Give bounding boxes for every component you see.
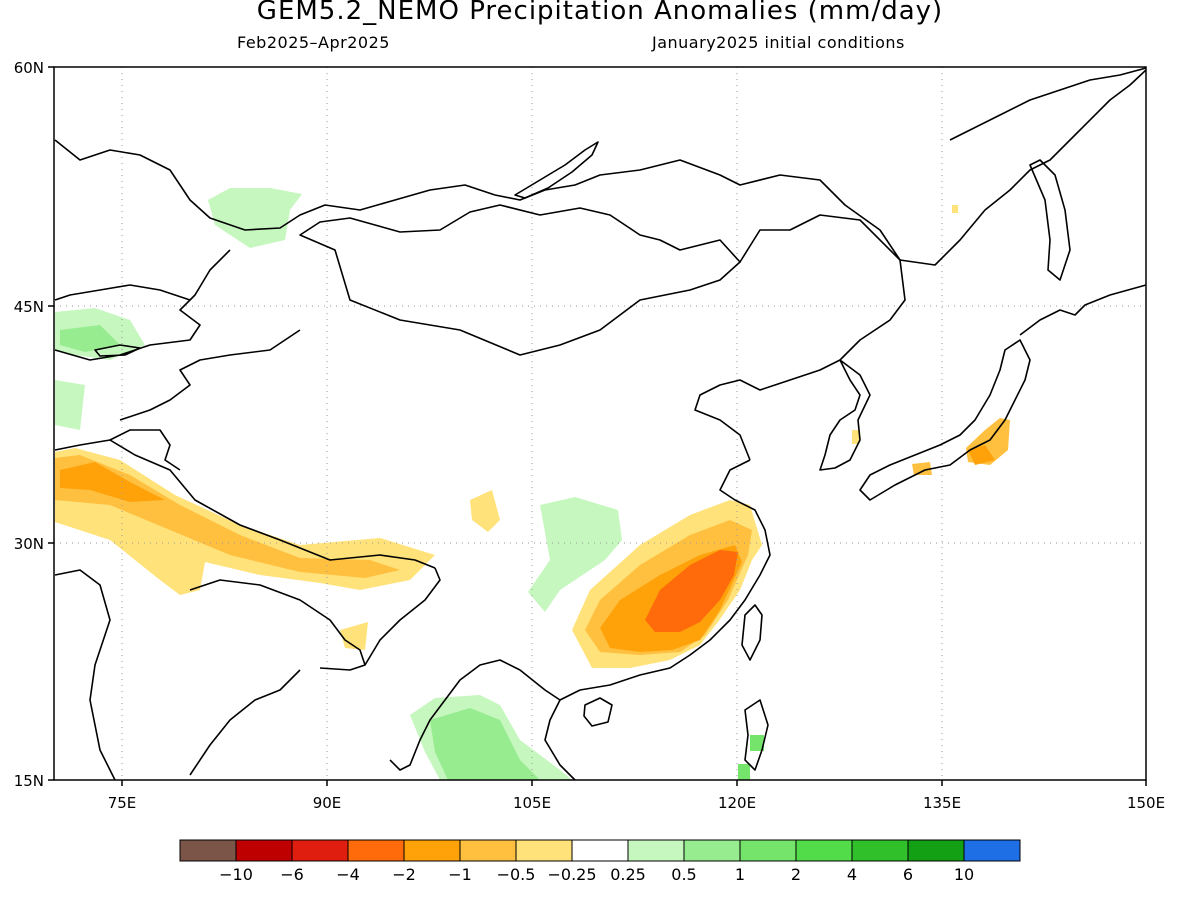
dry-anomaly-sakhalin (952, 205, 958, 213)
lon-labels: 75E 90E 105E 120E 135E 150E (108, 794, 1165, 812)
colorbar-label: 4 (847, 865, 857, 884)
dry-anomaly-japan-core (968, 445, 995, 465)
colorbar-swatch (347, 839, 405, 862)
north-coast (54, 69, 1147, 266)
axis-ticks (48, 66, 1147, 786)
lat-label-15n: 15N (14, 772, 44, 790)
lat-labels: 60N 45N 30N 15N (14, 59, 44, 790)
lon-label-135e: 135E (923, 794, 961, 812)
colorbar-label: −4 (336, 865, 360, 884)
bay-of-bengal-coast (189, 669, 301, 776)
colorbar-label: 10 (954, 865, 974, 884)
colorbar-labels: −10 −6 −4 −2 −1 −0.5 −0.25 0.25 0.5 1 2 4 6 10 (219, 865, 974, 884)
india-north (189, 579, 366, 671)
forecast-period: Feb2025–Apr2025 (237, 33, 390, 52)
colorbar-swatch (795, 839, 853, 862)
sakhalin (1029, 159, 1071, 281)
colorbar-label: −10 (219, 865, 253, 884)
graticule (54, 67, 1146, 780)
china-west-border (119, 329, 301, 421)
colorbar-swatch (403, 839, 461, 862)
lon-label-150e: 150E (1127, 794, 1165, 812)
lon-label-105e: 105E (513, 794, 551, 812)
colorbar-swatch (963, 839, 1021, 862)
lat-label-45n: 45N (14, 298, 44, 316)
colorbar-swatch (739, 839, 797, 862)
dry-anomaly-himalaya-inner (60, 462, 165, 502)
dry-anomaly-korea (852, 430, 859, 444)
colorbar-label: 6 (903, 865, 913, 884)
himalaya-front (54, 439, 436, 569)
map-frame (53, 66, 1147, 781)
colorbar-label: −6 (280, 865, 304, 884)
indochina (389, 659, 581, 771)
dry-anomaly-himalaya-mid (55, 455, 400, 578)
japan-hokkaido (1019, 284, 1147, 336)
kashmir (109, 429, 181, 471)
wet-anomaly-philippines-2 (738, 764, 750, 780)
colorbar-swatch (851, 839, 909, 862)
colorbar-label: 0.25 (610, 865, 646, 884)
colorbar-swatch (291, 839, 349, 862)
colorbar-label: 0.5 (671, 865, 696, 884)
japan-honshu (859, 339, 1031, 501)
lat-label-30n: 30N (14, 535, 44, 553)
colorbar-swatch (627, 839, 685, 862)
caspian-east (54, 284, 191, 301)
colorbar-swatch (515, 839, 573, 862)
lon-label-75e: 75E (108, 794, 137, 812)
wet-anomaly-west-siberia (208, 188, 302, 248)
hainan (583, 697, 613, 727)
colorbar-swatch (459, 839, 517, 862)
south-asia-border (54, 569, 116, 781)
lat-label-60n: 60N (14, 59, 44, 77)
wet-anomaly-kazakhstan-core (60, 325, 120, 352)
myanmar (364, 567, 441, 666)
colorbar-label: 2 (791, 865, 801, 884)
coastlines-borders (54, 67, 1147, 781)
dry-anomaly-bangladesh (340, 622, 368, 650)
korea (819, 359, 871, 471)
colorbar-label: −0.25 (547, 865, 596, 884)
colorbar-swatch (907, 839, 965, 862)
colorbar-swatch (235, 839, 293, 862)
dry-anomaly-south-china-peak (645, 550, 738, 632)
colorbar-label: −2 (392, 865, 416, 884)
wet-anomaly-central-asia (55, 380, 85, 430)
colorbar-swatch (179, 839, 237, 862)
wet-anomaly-central-china (528, 497, 622, 612)
dry-anomaly-japan-west (912, 462, 932, 475)
lon-label-120e: 120E (718, 794, 756, 812)
lon-label-90e: 90E (313, 794, 342, 812)
colorbar (179, 839, 1021, 862)
colorbar-label: 1 (735, 865, 745, 884)
china-east-coast (579, 459, 771, 691)
taiwan (741, 604, 763, 661)
central-asia-border (54, 249, 231, 361)
colorbar-swatch (571, 839, 629, 862)
vietnam-coast (544, 699, 576, 781)
china-northeast (694, 214, 906, 461)
luzon (744, 699, 769, 771)
colorbar-label: −1 (448, 865, 472, 884)
dry-anomaly-tibet-spot (470, 490, 500, 532)
wet-anomaly-philippines-1 (750, 735, 764, 751)
lake-baikal (514, 141, 599, 199)
mongolia-border (299, 204, 741, 356)
lake-balkhash (94, 344, 141, 357)
kamchatka-coast (949, 67, 1147, 141)
initial-conditions: January2025 initial conditions (652, 33, 905, 52)
map-title: GEM5.2_NEMO Precipitation Anomalies (mm/… (256, 0, 944, 26)
wet-anomaly-indochina-core (430, 708, 540, 780)
colorbar-swatch (683, 839, 741, 862)
colorbar-label: −0.5 (497, 865, 536, 884)
